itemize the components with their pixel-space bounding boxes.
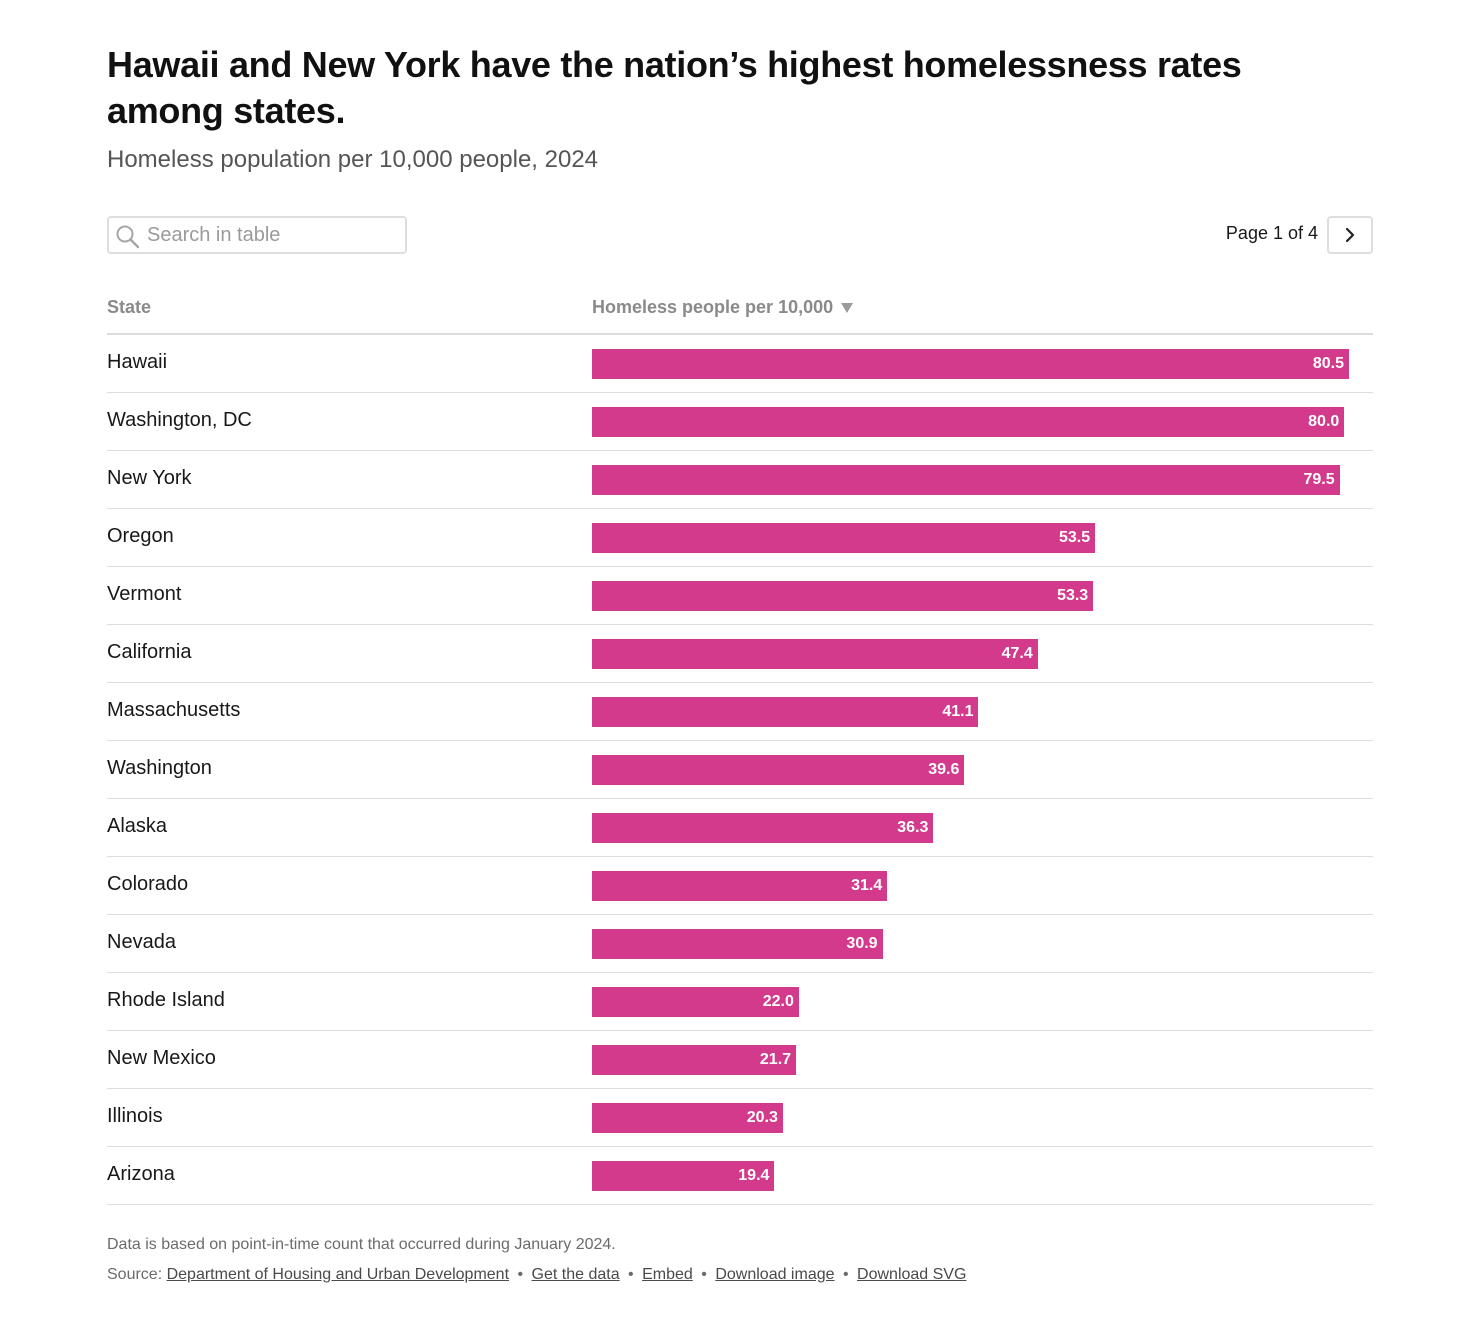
bar-value-label: 80.5 [1312, 355, 1344, 372]
chevron-right-icon [1345, 227, 1355, 243]
separator: • [517, 1266, 524, 1283]
source-link[interactable]: Department of Housing and Urban Developm… [166, 1266, 510, 1283]
table-row: Rhode Island 22.0 [107, 973, 1373, 1031]
state-name: Alaska [107, 815, 168, 837]
next-page-button[interactable] [1327, 216, 1373, 254]
table-row: Washington, DC 80.0 [107, 393, 1373, 451]
bar-value-label: 39.6 [928, 761, 960, 778]
bar: 19.4 [592, 1161, 775, 1191]
bar: 30.9 [592, 929, 883, 959]
table-row: New Mexico 21.7 [107, 1031, 1373, 1089]
sort-descending-icon [841, 303, 854, 314]
bar-value-label: 53.5 [1058, 529, 1091, 546]
embed-link[interactable]: Embed [642, 1266, 693, 1283]
bar-value-label: 19.4 [738, 1167, 770, 1184]
bar: 20.3 [592, 1103, 783, 1133]
bar: 36.3 [592, 813, 934, 843]
bar-value-label: 41.1 [942, 703, 974, 720]
column-header-state[interactable]: State [107, 297, 152, 317]
state-name: California [107, 641, 192, 663]
bar-value-label: 53.3 [1057, 587, 1089, 604]
download-svg-link[interactable]: Download SVG [857, 1266, 967, 1283]
bar: 53.5 [592, 523, 1096, 553]
table-row: Vermont 53.3 [107, 567, 1373, 625]
bar-value-label: 80.0 [1308, 413, 1340, 430]
table-row: Colorado 31.4 [107, 857, 1373, 915]
separator: • [628, 1266, 634, 1283]
state-name: Arizona [107, 1163, 175, 1185]
separator: • [701, 1266, 707, 1283]
bar-value-label: 22.0 [762, 993, 794, 1010]
table-body: Hawaii 80.5 Washington, DC 80.0 New York 79.5… [107, 335, 1373, 1205]
bar-value-label: 79.5 [1303, 471, 1335, 488]
state-name: Massachusetts [107, 699, 241, 721]
bar-value-label: 20.3 [746, 1109, 778, 1126]
table-row: California 47.4 [107, 625, 1373, 683]
state-name: Colorado [107, 873, 189, 895]
state-name: New Mexico [107, 1047, 216, 1069]
state-name: Oregon [107, 525, 174, 547]
footnote: Data is based on point-in-time count tha… [107, 1236, 616, 1253]
state-name: Washington, DC [107, 409, 252, 431]
bar-value-label: 30.9 [846, 935, 878, 952]
bar-value-label: 36.3 [897, 819, 929, 836]
bar-value-label: 31.4 [851, 877, 883, 894]
state-name: Hawaii [107, 351, 168, 373]
column-header-value[interactable]: Homeless people per 10,000 [592, 297, 854, 318]
bar: 80.5 [592, 349, 1349, 379]
table-row: Illinois 20.3 [107, 1089, 1373, 1147]
get-data-link[interactable]: Get the data [531, 1266, 620, 1283]
column-header-value-label: Homeless people per 10,000 [592, 297, 834, 317]
state-name: New York [107, 467, 192, 489]
bar-value-label: 47.4 [1001, 645, 1033, 662]
search-icon [116, 225, 140, 249]
state-name: Rhode Island [107, 989, 225, 1011]
bar-value-label: 21.7 [759, 1051, 792, 1068]
bar: 53.3 [592, 581, 1094, 611]
search-input[interactable] [147, 218, 397, 252]
bar: 39.6 [592, 755, 965, 785]
bar: 47.4 [592, 639, 1038, 669]
state-name: Vermont [107, 583, 182, 605]
chart-subtitle: Homeless population per 10,000 people, 2… [107, 146, 599, 173]
bar: 21.7 [592, 1045, 797, 1075]
state-name: Washington [107, 757, 212, 779]
chart-title: Hawaii and New York have the nation’s hi… [107, 44, 1242, 131]
table-row: Oregon 53.5 [107, 509, 1373, 567]
bar: 80.0 [592, 407, 1345, 437]
state-name: Illinois [107, 1105, 163, 1127]
source-prefix: Source: [107, 1266, 163, 1283]
table-row: New York 79.5 [107, 451, 1373, 509]
page-indicator: Page 1 of 4 [1225, 223, 1318, 243]
table-row: Hawaii 80.5 [107, 335, 1373, 393]
bar: 31.4 [592, 871, 888, 901]
header-divider [107, 333, 1373, 335]
table-row: Washington 39.6 [107, 741, 1373, 799]
table-row: Massachusetts 41.1 [107, 683, 1373, 741]
download-image-link[interactable]: Download image [715, 1266, 835, 1283]
bar: 41.1 [592, 697, 979, 727]
separator: • [842, 1266, 849, 1283]
table-row: Arizona 19.4 [107, 1147, 1373, 1205]
search-box[interactable] [107, 216, 407, 254]
source-line: Source: Department of Housing and Urban … [107, 1266, 966, 1284]
bar: 79.5 [592, 465, 1340, 495]
table-row: Alaska 36.3 [107, 799, 1373, 857]
state-name: Nevada [107, 931, 176, 953]
bar: 22.0 [592, 987, 799, 1017]
table-row: Nevada 30.9 [107, 915, 1373, 973]
